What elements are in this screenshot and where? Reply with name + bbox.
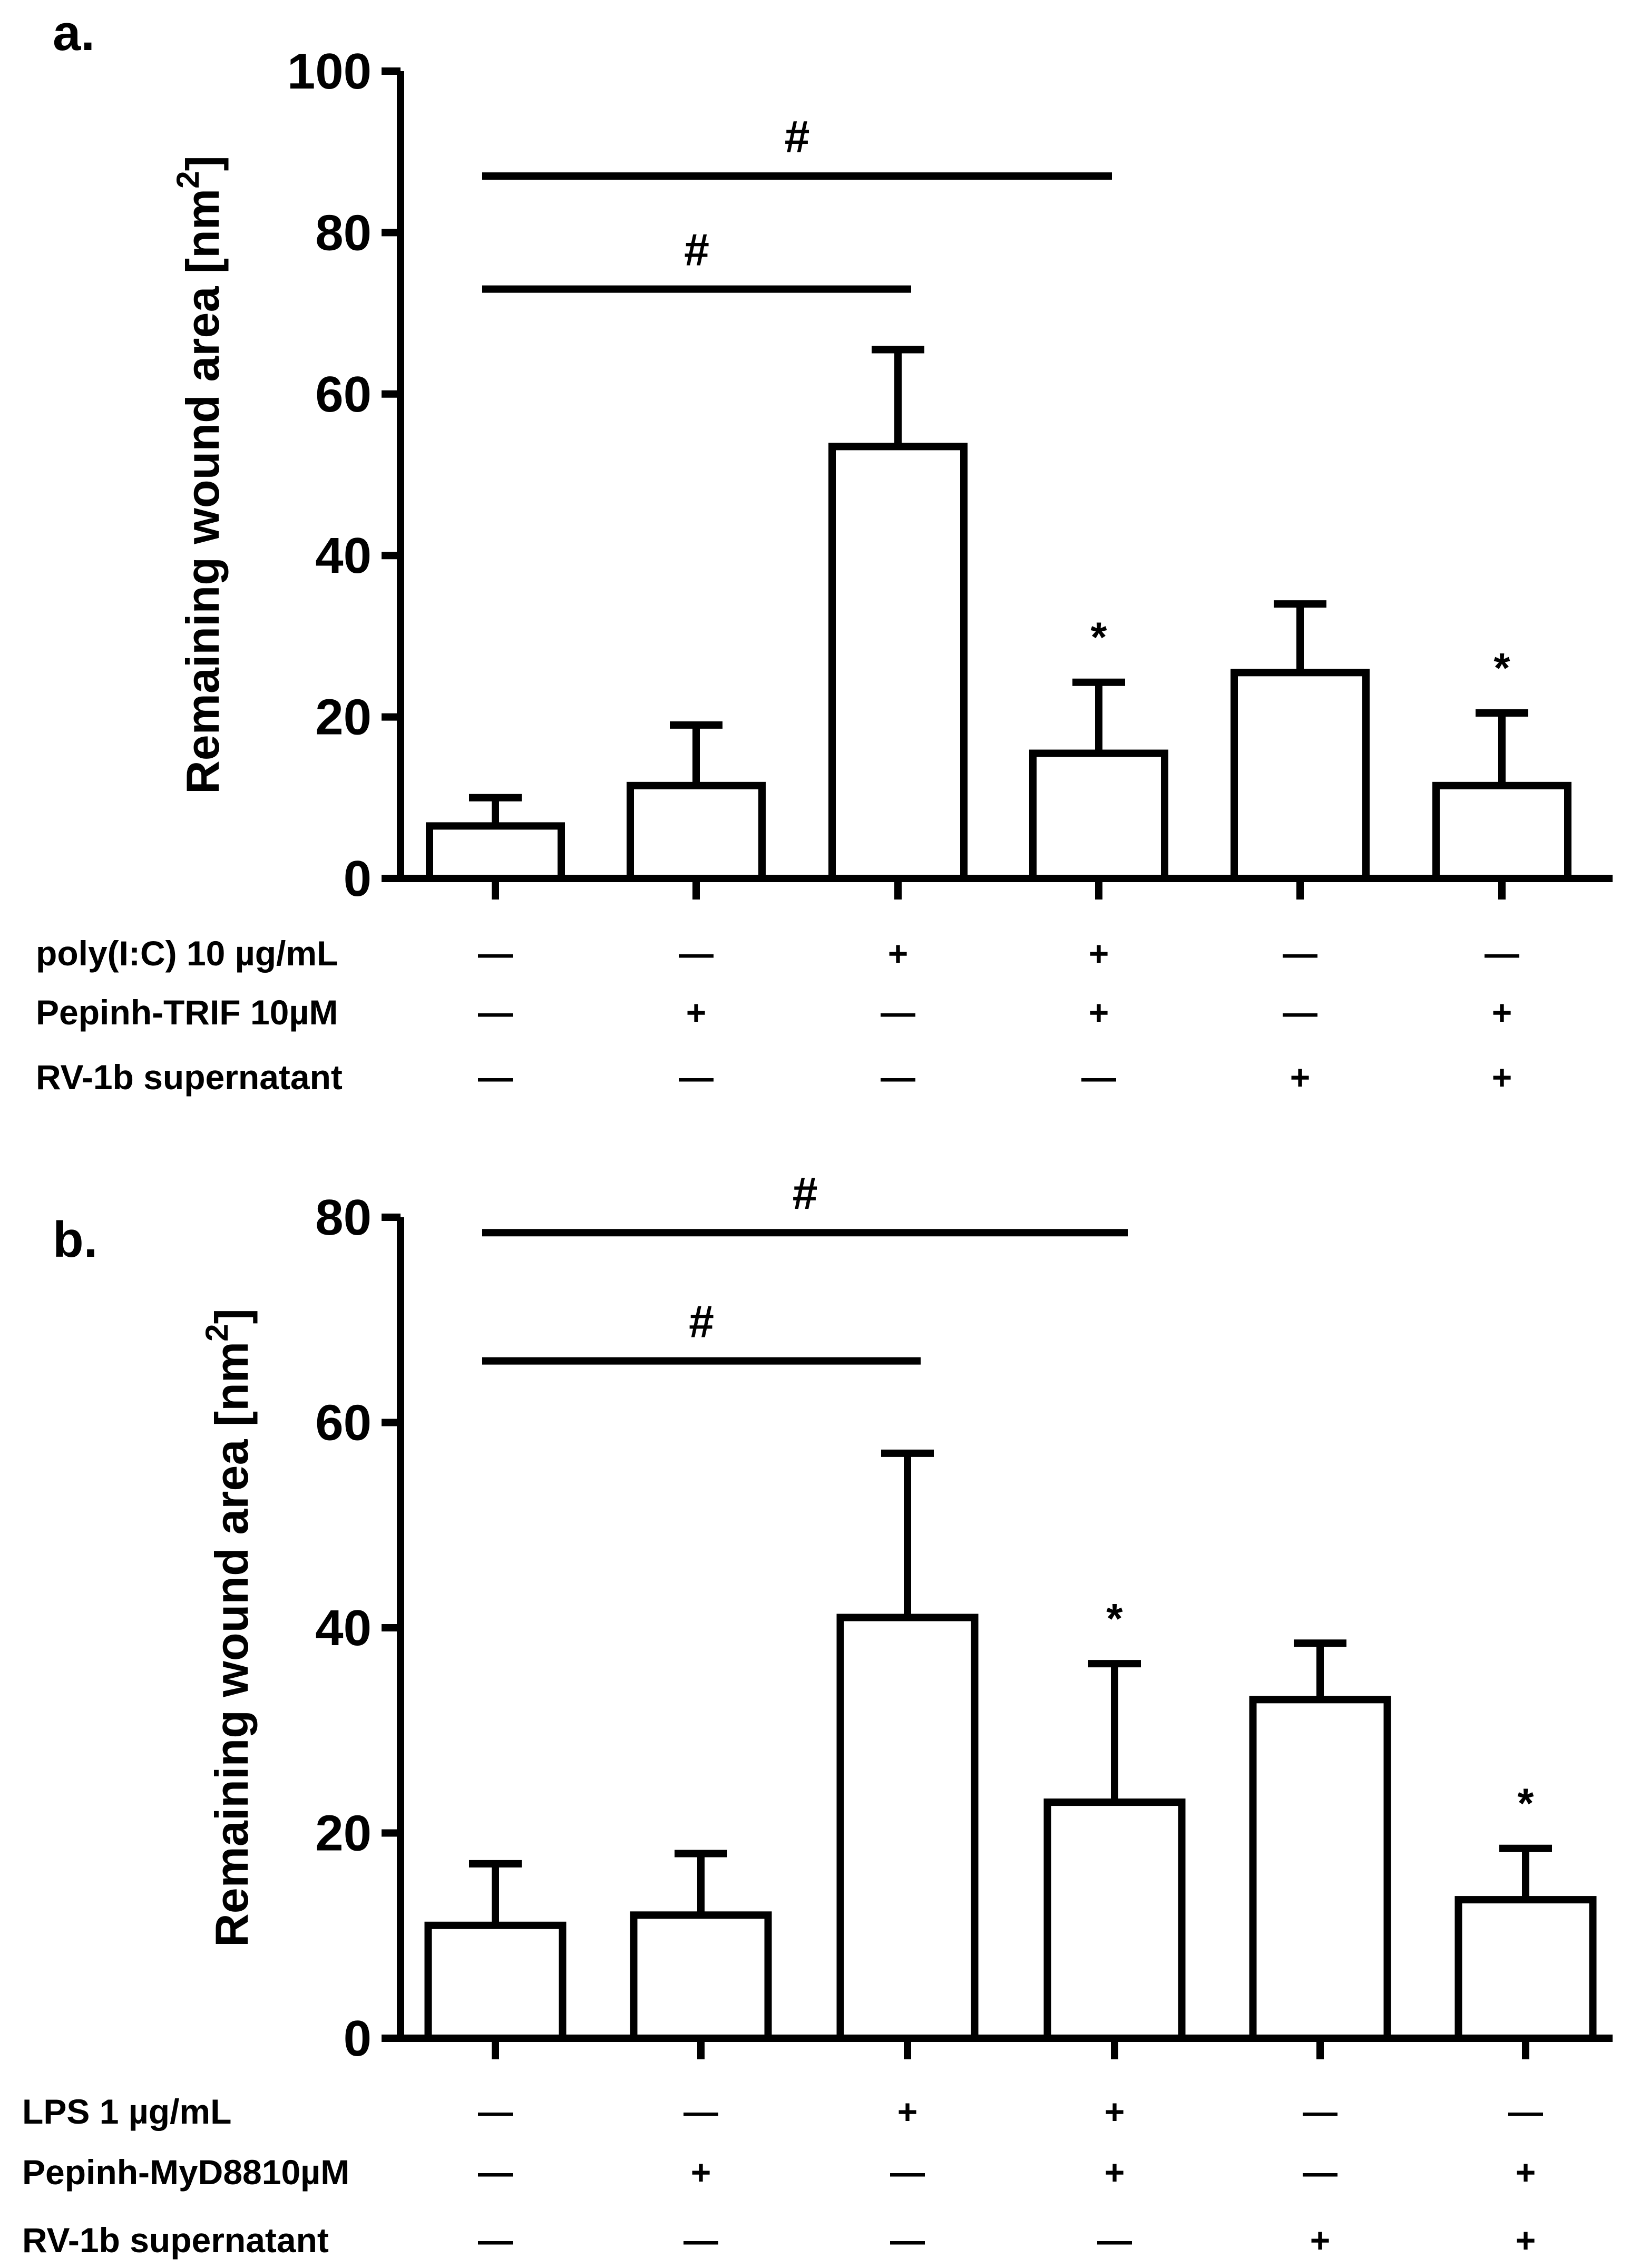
minus-mark: — (1485, 934, 1519, 973)
plus-mark: + (1105, 2092, 1125, 2131)
plus-mark: + (1105, 2153, 1125, 2192)
y-axis-title-main: Remaining wound area [nm (177, 189, 229, 794)
plus-mark: + (1310, 2221, 1331, 2260)
bar (836, 1614, 979, 2042)
plus-mark: + (888, 934, 909, 973)
minus-mark: — (1303, 2153, 1337, 2192)
bar (1249, 1696, 1391, 2042)
plus-mark: + (1089, 934, 1109, 973)
minus-mark: — (890, 2221, 925, 2260)
minus-mark: — (679, 934, 714, 973)
significance-asterisk: * (1517, 1780, 1534, 1827)
panel-label: b. (53, 1211, 97, 1268)
y-tick-label: 0 (344, 2010, 372, 2067)
y-axis-title-end: ] (206, 1308, 258, 1324)
minus-mark: — (679, 1058, 714, 1097)
condition-label: Pepinh-MyD8810µM (22, 2153, 349, 2192)
minus-mark: — (478, 2221, 513, 2260)
bar (627, 781, 766, 882)
plus-mark: + (691, 2153, 711, 2192)
plus-mark: + (686, 993, 707, 1032)
y-tick-label: 80 (315, 204, 372, 261)
bar (424, 1921, 567, 2042)
minus-mark: — (1283, 934, 1317, 973)
minus-mark: — (1508, 2092, 1543, 2131)
bar (1231, 669, 1370, 882)
y-axis-title-superscript: 2 (199, 1324, 235, 1341)
plus-mark: + (1516, 2153, 1536, 2192)
minus-mark: — (478, 934, 513, 973)
bar (828, 443, 968, 882)
significance-hash: # (684, 225, 709, 276)
bar (426, 822, 565, 883)
minus-mark: — (684, 2221, 718, 2260)
minus-mark: — (881, 1058, 915, 1097)
plus-mark: + (1089, 993, 1109, 1032)
condition-label: RV-1b supernatant (22, 2221, 329, 2260)
y-tick-label: 20 (315, 1805, 372, 1862)
panel-b: b. 0 20 40 60 80 Remaining wound area [nm2] * * #… (22, 1168, 1613, 2260)
minus-mark: — (881, 993, 915, 1032)
minus-mark: — (478, 993, 513, 1032)
y-axis-title-main: Remaining wound area [nm (206, 1342, 258, 1947)
y-tick-label: 40 (315, 1600, 372, 1656)
minus-mark: — (478, 1058, 513, 1097)
significance-hash: # (793, 1168, 818, 1219)
minus-mark: — (1303, 2092, 1337, 2131)
minus-mark: — (890, 2153, 925, 2192)
bar (1043, 1798, 1186, 2042)
significance-hash: # (785, 112, 810, 162)
significance-asterisk: * (1493, 644, 1510, 691)
bar (1029, 749, 1168, 883)
minus-mark: — (1283, 993, 1317, 1032)
minus-mark: — (684, 2092, 718, 2131)
y-tick-label: 60 (315, 1395, 372, 1451)
y-tick-label: 80 (315, 1189, 372, 1246)
y-axis-title-end: ] (177, 155, 229, 171)
plus-mark: + (1290, 1058, 1311, 1097)
significance-hash: # (689, 1297, 714, 1347)
y-axis-title: Remaining wound area [nm2] (199, 1308, 258, 1947)
panel-label: a. (53, 5, 95, 61)
condition-label: RV-1b supernatant (36, 1058, 343, 1097)
y-tick-label: 100 (287, 43, 372, 100)
significance-asterisk: * (1090, 614, 1107, 661)
y-tick-label: 40 (315, 527, 372, 584)
y-tick-label: 60 (315, 366, 372, 423)
plus-mark: + (1492, 1058, 1512, 1097)
panel-a: a. 0 20 40 60 80 100 Remaining wound area [nm2]… (36, 5, 1613, 1097)
condition-label: LPS 1 µg/mL (22, 2092, 231, 2131)
condition-label: poly(I:C) 10 µg/mL (36, 934, 338, 973)
minus-mark: — (478, 2153, 513, 2192)
minus-mark: — (1081, 1058, 1116, 1097)
plus-mark: + (1516, 2221, 1536, 2260)
plus-mark: + (1492, 993, 1512, 1032)
significance-asterisk: * (1106, 1595, 1123, 1642)
condition-label: Pepinh-TRIF 10µM (36, 993, 338, 1032)
bar (1454, 1896, 1597, 2042)
bar (630, 1911, 772, 2042)
y-tick-label: 20 (315, 689, 372, 746)
minus-mark: — (478, 2092, 513, 2131)
y-tick-label: 0 (344, 850, 372, 907)
y-axis-title-superscript: 2 (170, 171, 206, 188)
minus-mark: — (1097, 2221, 1132, 2260)
plus-mark: + (897, 2092, 918, 2131)
y-axis-title: Remaining wound area [nm2] (170, 155, 229, 794)
bar (1432, 781, 1571, 882)
